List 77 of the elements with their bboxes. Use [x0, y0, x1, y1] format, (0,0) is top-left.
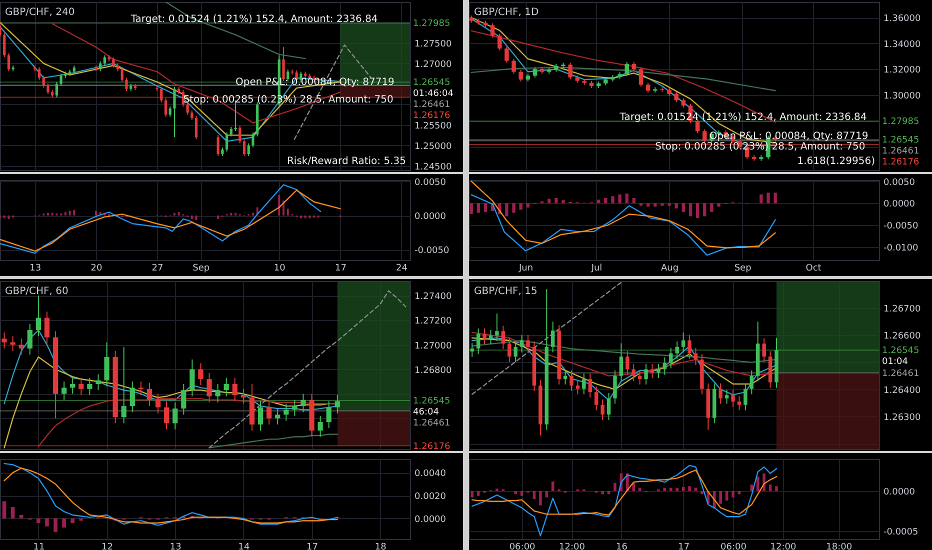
x-tick-label: Sep — [734, 264, 752, 274]
y-tick-label: 0.0050 — [414, 178, 446, 188]
ref-line-label: 1.26461 — [413, 100, 450, 110]
ref-line-label: 1.26545 — [413, 396, 450, 407]
y-tick-label: 0.0020 — [414, 492, 446, 502]
x-tick-label: Jul — [590, 264, 602, 274]
y-tick-label: 1.25500 — [414, 121, 452, 132]
x-tick-label: 14 — [238, 542, 250, 550]
x-tick-label: 18:00 — [826, 542, 852, 550]
ref-line-label: 1.26176 — [882, 158, 920, 168]
x-tick-label: Jun — [518, 264, 534, 274]
y-tick-label: -0.0100 — [884, 243, 919, 254]
x-tick-label: 12:00 — [559, 542, 586, 550]
y-tick-label: 0.0050 — [884, 178, 916, 188]
y-tick-label: 1.26700 — [884, 304, 921, 315]
y-tick-label: 0.0000 — [414, 212, 446, 222]
ref-line-label: 1.26461 — [882, 368, 920, 379]
x-tick-label: 12 — [102, 542, 113, 550]
y-tick-label: 1.27200 — [414, 316, 452, 327]
y-tick-label: 1.27000 — [414, 60, 452, 70]
text: 01:04 — [882, 357, 908, 368]
y-tick-label: 1.26300 — [884, 412, 921, 423]
y-tick-label: 1.26800 — [414, 366, 452, 376]
y-tick-label: 1.32000 — [884, 66, 921, 76]
ref-line-label: 1.27985 — [882, 117, 920, 128]
annotation: Risk/Reward Ratio: 5.35 — [286, 156, 406, 167]
y-tick-label: 1.27400 — [414, 292, 452, 302]
chart-title: GBP/CHF, 15 — [474, 286, 538, 297]
x-tick-label: 17 — [306, 542, 318, 550]
x-tick-label: 12:00 — [770, 542, 796, 550]
x-tick-label: Aug — [661, 264, 679, 274]
chart-title: GBP/CHF, 60 — [5, 286, 68, 297]
x-tick-label: 13 — [30, 264, 42, 274]
x-tick-label: 06:00 — [509, 542, 536, 550]
y-tick-label: -0.0050 — [414, 246, 450, 256]
ref-line-label: 1.26461 — [413, 418, 450, 429]
y-tick-label: -0.0050 — [884, 222, 919, 232]
y-tick-label: 1.27500 — [414, 39, 452, 50]
ref-line-label: 1.26176 — [413, 442, 450, 452]
x-tick-label: 20 — [90, 264, 102, 274]
y-tick-label: 1.25000 — [414, 142, 452, 152]
ref-line-label: 1.26176 — [413, 111, 450, 122]
ref-line-label: 1.26545 — [882, 136, 920, 146]
y-tick-label: 1.26400 — [884, 386, 921, 396]
x-tick-label: 10 — [274, 264, 286, 274]
y-tick-label: 1.27000 — [414, 341, 452, 352]
y-tick-label: 1.30000 — [884, 92, 921, 102]
x-tick-label: 27 — [152, 264, 164, 274]
x-tick-label: Sep — [192, 264, 210, 274]
text: GBP/CHF, 240 — [5, 7, 75, 18]
chart-title: GBP/CHF, 1D — [474, 7, 539, 18]
text: 01:46:04 — [413, 89, 454, 100]
y-tick-label: 0.0000 — [884, 488, 916, 498]
x-tick-label: 17 — [678, 542, 690, 550]
y-tick-label: 1.34000 — [884, 40, 921, 50]
x-tick-label: 16 — [616, 542, 628, 550]
ref-line-label: 1.26461 — [882, 146, 920, 157]
x-tick-label: 24 — [396, 264, 408, 274]
y-tick-label: 0.0040 — [414, 469, 446, 480]
y-tick-label: -0.0005 — [884, 528, 918, 538]
x-tick-label: Oct — [806, 264, 822, 274]
y-tick-label: 1.36000 — [884, 14, 921, 24]
y-tick-label: 1.26600 — [884, 332, 921, 342]
y-tick-label: 1.24500 — [414, 162, 452, 172]
x-tick-label: 13 — [170, 542, 182, 550]
ref-line-label: 1.27985 — [413, 19, 450, 30]
x-tick-label: 18 — [374, 542, 387, 550]
y-tick-label: 0.0000 — [414, 514, 446, 525]
x-tick-label: 11 — [33, 542, 45, 550]
annotation: 1.618(1.29956) — [797, 156, 876, 167]
x-tick-label: 17 — [334, 264, 346, 274]
ref-line-label: 1.26545 — [413, 78, 450, 88]
x-tick-label: 06:00 — [720, 542, 747, 550]
text: 46:04 — [413, 408, 440, 418]
annotation: Target: 0.01524 (1.21%) 152.4, Amount: 2336.84 — [130, 14, 378, 26]
ref-line-label: 1.26545 — [882, 346, 920, 356]
y-tick-label: 0.0000 — [884, 200, 916, 210]
